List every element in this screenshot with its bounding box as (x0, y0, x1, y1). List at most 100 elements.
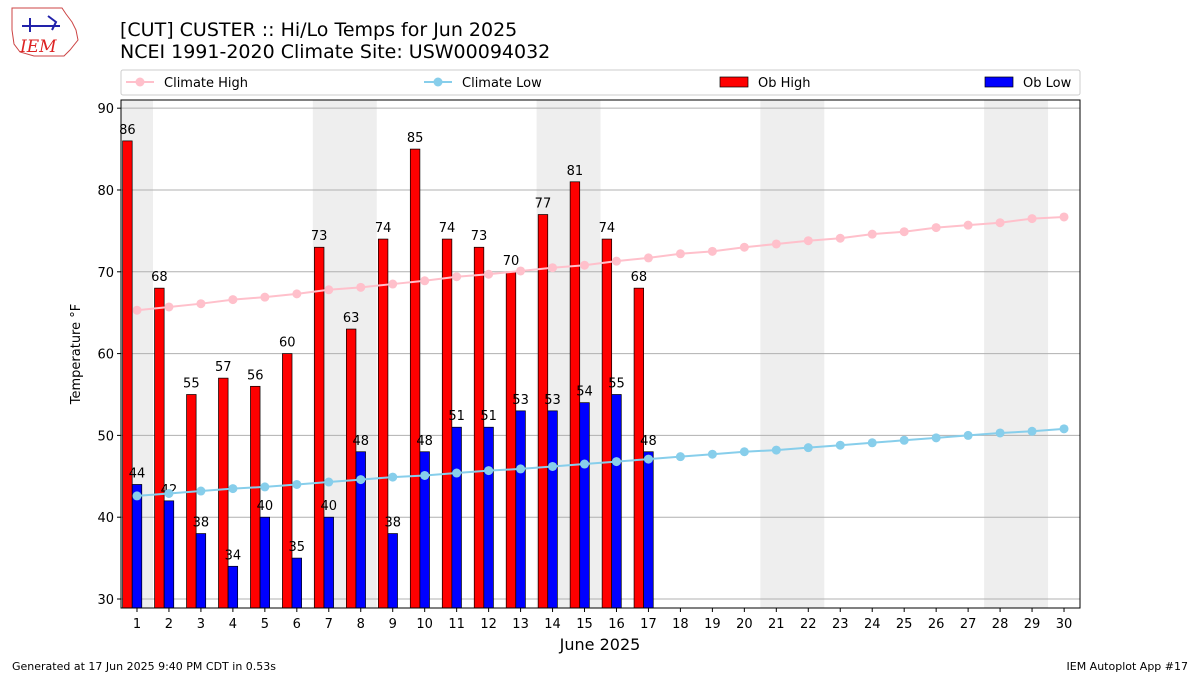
legend-swatch (719, 76, 749, 88)
x-tick-label: 6 (293, 617, 301, 632)
line-point (835, 233, 845, 243)
line-point (739, 242, 749, 252)
bar-value-label: 60 (279, 336, 296, 351)
bar (643, 451, 654, 609)
line-point (643, 454, 653, 464)
bar-value-label: 34 (225, 548, 242, 563)
bar (282, 353, 293, 609)
bar (346, 328, 357, 609)
bar (483, 426, 494, 609)
bar-value-label: 51 (480, 409, 497, 424)
line-point (963, 430, 973, 440)
x-tick-label: 4 (229, 617, 237, 632)
bar (409, 148, 421, 609)
bar (163, 500, 175, 609)
y-tick-label: 50 (97, 429, 114, 444)
line-point (388, 279, 398, 289)
line-point (611, 256, 621, 266)
bar (227, 565, 239, 609)
bar-value-label: 74 (599, 221, 616, 236)
line-point (196, 299, 206, 309)
bar-value-label: 85 (407, 131, 424, 146)
x-tick-label: 19 (704, 617, 721, 632)
line-point (707, 246, 717, 256)
line-point (1059, 424, 1069, 434)
bar (154, 287, 165, 609)
line-point (995, 428, 1005, 438)
bar-value-label: 38 (384, 516, 401, 531)
line-point (548, 461, 558, 471)
legend-label: Climate High (164, 76, 248, 91)
line-point (580, 260, 590, 270)
x-tick-label: 30 (1056, 617, 1073, 632)
x-tick-label: 28 (992, 617, 1009, 632)
bar-value-label: 73 (471, 229, 488, 244)
footer-right: IEM Autoplot App #17 (1067, 660, 1189, 673)
footer-left: Generated at 17 Jun 2025 9:40 PM CDT in … (12, 660, 276, 673)
x-tick-label: 13 (512, 617, 529, 632)
line-point (1059, 212, 1069, 222)
line-point (1027, 426, 1037, 436)
bar-value-label: 53 (512, 393, 529, 408)
line-point (643, 253, 653, 263)
bar-value-label: 44 (129, 466, 146, 481)
line-point (899, 435, 909, 445)
x-tick-label: 12 (480, 617, 497, 632)
x-axis-label: June 2025 (559, 635, 641, 654)
bar (579, 402, 590, 609)
bar (186, 394, 197, 609)
x-tick-label: 26 (928, 617, 945, 632)
bar (505, 271, 517, 609)
bar-value-label: 40 (257, 499, 274, 514)
line-point (484, 269, 494, 279)
bar-value-label: 55 (183, 376, 200, 391)
line-point (452, 272, 462, 282)
chart-title: [CUT] CUSTER :: Hi/Lo Temps for Jun 2025 (120, 19, 517, 41)
line-point (867, 229, 877, 239)
line-point (675, 452, 685, 462)
line-point (803, 443, 813, 453)
line-point (164, 302, 174, 312)
bar-value-label: 54 (576, 385, 593, 400)
y-tick-label: 40 (97, 511, 114, 526)
bar (314, 246, 325, 609)
legend-marker (433, 77, 443, 87)
legend-box (120, 69, 1081, 96)
bar-value-label: 40 (321, 499, 338, 514)
line-point (228, 295, 238, 305)
bar (515, 410, 526, 609)
bar-value-label: 55 (608, 376, 625, 391)
bar-value-label: 68 (631, 270, 648, 285)
line-point (196, 486, 206, 496)
bar-value-label: 70 (503, 254, 520, 269)
line-point (1027, 214, 1037, 224)
x-tick-label: 5 (261, 617, 269, 632)
x-tick-label: 7 (325, 617, 333, 632)
line-point (260, 482, 270, 492)
logo-outline (11, 7, 79, 57)
x-tick-label: 22 (800, 617, 817, 632)
x-tick-label: 21 (768, 617, 785, 632)
x-tick-label: 17 (640, 617, 657, 632)
x-tick-label: 11 (448, 617, 465, 632)
bar (218, 377, 229, 609)
bar-value-label: 48 (640, 434, 657, 449)
line-point (452, 468, 462, 478)
line-point (260, 292, 270, 302)
x-tick-label: 16 (608, 617, 625, 632)
line-point (675, 249, 685, 259)
y-axis-label: Temperature °F (69, 304, 84, 405)
legend-marker (135, 77, 145, 87)
y-tick-label: 80 (97, 184, 114, 199)
line-point (580, 459, 590, 469)
line-point (516, 464, 526, 474)
line-point (771, 239, 781, 249)
line-point (356, 282, 366, 292)
x-tick-label: 20 (736, 617, 753, 632)
x-tick-label: 14 (544, 617, 561, 632)
line-point (963, 220, 973, 230)
bar (601, 238, 613, 609)
line-point (356, 475, 366, 485)
line-point (420, 470, 430, 480)
